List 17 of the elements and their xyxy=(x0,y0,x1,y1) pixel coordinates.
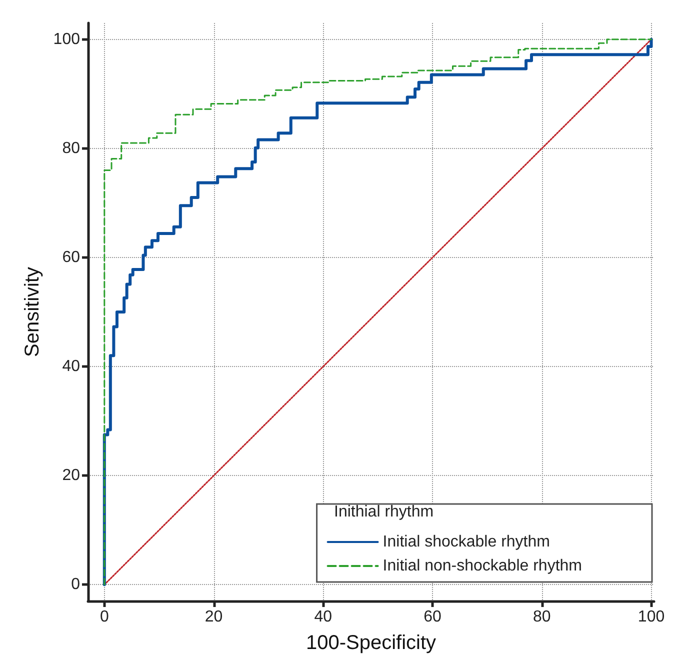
y-tick-label: 20 xyxy=(62,467,80,484)
legend-label: Initial shockable rhythm xyxy=(382,534,550,550)
x-axis-title: 100-Specificity xyxy=(306,632,436,654)
x-tick-label: 60 xyxy=(424,608,442,626)
legend-title: Inithial rhythm xyxy=(334,504,434,520)
x-tick-label: 40 xyxy=(314,608,332,626)
x-tick-label: 20 xyxy=(204,608,223,626)
x-tick-label: 0 xyxy=(100,608,109,626)
legend-label: Initial non-shockable rhythm xyxy=(382,558,582,574)
y-tick-label: 100 xyxy=(53,30,80,48)
y-tick-label: 0 xyxy=(71,576,80,594)
y-tick-label: 40 xyxy=(62,358,80,376)
y-tick-label: 60 xyxy=(62,248,80,266)
x-tick-label: 80 xyxy=(532,608,551,626)
y-axis-title: Sensitivity xyxy=(21,266,44,358)
y-tick-label: 80 xyxy=(62,140,80,157)
x-tick-label: 100 xyxy=(638,608,665,626)
